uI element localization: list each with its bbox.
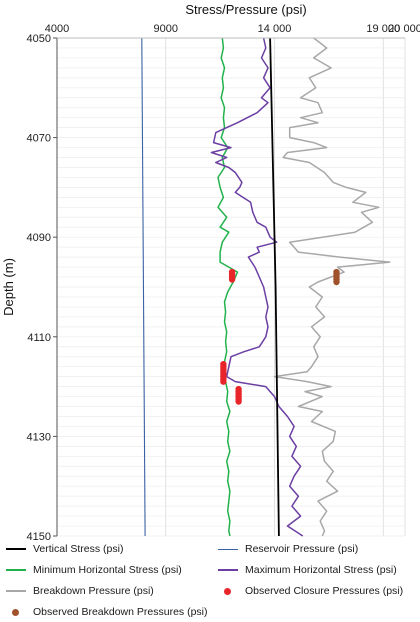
- purple-line-icon: [218, 569, 238, 571]
- series-minimum-horizontal-stress-psi: [217, 37, 239, 537]
- x-tick-label: 20 000: [388, 23, 420, 35]
- brown-dot-icon: [12, 608, 19, 616]
- y-tick-label: 4070: [27, 133, 51, 145]
- red-dot-icon: [224, 587, 231, 595]
- blue-line-icon: [218, 548, 238, 550]
- x-tick-label: 4000: [45, 23, 69, 35]
- x-axis-title: Stress/Pressure (psi): [185, 2, 306, 17]
- series-reservoir-pressure-psi: [141, 37, 146, 537]
- x-tick-label: 19 000: [366, 23, 400, 35]
- series-vertical-stress-psi: [269, 37, 280, 537]
- green-line-icon: [6, 569, 26, 571]
- legend-label: Vertical Stress (psi): [33, 543, 124, 555]
- legend-item: Reservoir Pressure (psi): [218, 543, 358, 555]
- y-tick-label: 4110: [27, 332, 51, 344]
- series-breakdown-pressure-psi: [273, 37, 391, 537]
- legend-item: Minimum Horizontal Stress (psi): [6, 564, 182, 576]
- legend-label: Observed Breakdown Pressures (psi): [33, 606, 208, 618]
- series-maximum-horizontal-stress-psi: [210, 37, 304, 537]
- x-tick-label: 14 000: [258, 23, 292, 35]
- legend-label: Observed Closure Pressures (psi): [245, 585, 404, 597]
- point-observed-closure-pressures-psi: [235, 398, 242, 405]
- series-layer: [141, 37, 391, 537]
- legend-item: Observed Breakdown Pressures (psi): [6, 606, 208, 618]
- legend-item: Maximum Horizontal Stress (psi): [218, 564, 397, 576]
- legend-item: Observed Closure Pressures (psi): [218, 585, 403, 597]
- legend-item: Breakdown Pressure (psi): [6, 585, 154, 597]
- y-tick-label: 4050: [27, 33, 51, 45]
- y-tick-label: 4150: [27, 531, 51, 540]
- legend-item: Vertical Stress (psi): [6, 543, 123, 555]
- y-axis-title: Depth (m): [1, 258, 16, 316]
- black-line-icon: [6, 548, 26, 550]
- legend-label: Minimum Horizontal Stress (psi): [33, 564, 182, 576]
- point-observed-closure-pressures-psi: [220, 378, 227, 385]
- legend: Vertical Stress (psi) Reservoir Pressure …: [0, 540, 420, 622]
- y-tick-label: 4090: [27, 232, 51, 244]
- point-observed-closure-pressures-psi: [228, 276, 236, 283]
- grid-lines: [56, 37, 406, 537]
- legend-label: Breakdown Pressure (psi): [33, 585, 154, 597]
- x-tick-label: 9000: [154, 23, 178, 35]
- legend-label: Reservoir Pressure (psi): [245, 543, 359, 555]
- y-tick-label: 4130: [27, 431, 51, 443]
- point-observed-breakdown-pressures-psi: [333, 278, 340, 286]
- legend-label: Maximum Horizontal Stress (psi): [245, 564, 397, 576]
- points-layer: [220, 268, 340, 405]
- gray-line-icon: [6, 590, 26, 592]
